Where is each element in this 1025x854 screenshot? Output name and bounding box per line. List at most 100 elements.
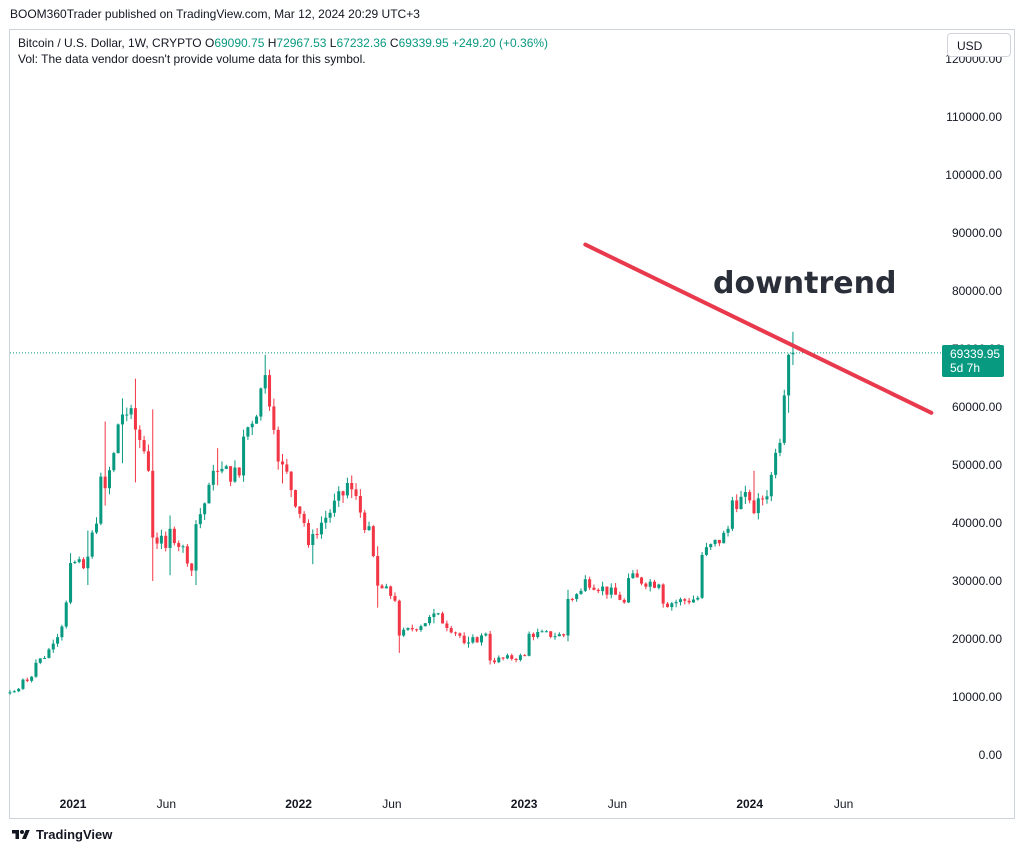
candle-body <box>423 623 427 627</box>
candle-body <box>168 528 172 548</box>
candle-body <box>289 471 293 491</box>
time-tick-label: 2023 <box>511 797 538 811</box>
time-tick-label: 2021 <box>60 797 87 811</box>
candle-body <box>678 599 682 603</box>
candle-body <box>471 637 475 643</box>
candle-body <box>614 587 618 595</box>
change-value: +249.20 (+0.36%) <box>451 36 549 50</box>
candle-body <box>116 424 120 454</box>
candle-body <box>60 626 64 638</box>
candle-body <box>730 500 734 529</box>
candle-body <box>782 395 786 443</box>
candle-body <box>743 492 747 497</box>
candle-body <box>229 466 233 482</box>
candle-body <box>761 498 765 500</box>
candle-body <box>302 513 306 523</box>
time-tick-label: Jun <box>834 797 853 811</box>
candle-body <box>255 416 259 424</box>
candle-body <box>298 506 302 514</box>
candle-body <box>683 599 687 601</box>
candle-body <box>276 429 280 462</box>
brand-name: TradingView <box>36 827 113 842</box>
time-tick-label: Jun <box>382 797 401 811</box>
candle-body <box>484 633 488 636</box>
candle-body <box>328 512 332 518</box>
candle-body <box>544 631 548 633</box>
candle-body <box>445 623 449 628</box>
candle-body <box>492 660 496 663</box>
candle-body <box>164 535 168 548</box>
candle-body <box>363 512 367 530</box>
volume-note: Vol: The data vendor doesn't provide vol… <box>18 52 366 66</box>
candle-body <box>69 563 73 603</box>
candle-body <box>523 655 527 657</box>
price-tick-label: 80000.00 <box>952 284 1002 298</box>
currency-button[interactable]: USD <box>947 33 1011 57</box>
candle-body <box>107 470 112 489</box>
candle-body <box>575 594 579 600</box>
candle-body <box>726 528 730 533</box>
candle-body <box>709 544 713 548</box>
candle-body <box>462 635 466 644</box>
symbol-name[interactable]: Bitcoin / U.S. Dollar, 1W, CRYPTO <box>18 36 202 50</box>
candle-body <box>142 440 146 452</box>
candle-body <box>458 633 462 636</box>
candle-body <box>752 500 756 514</box>
candle-body <box>224 466 228 469</box>
candle-body <box>618 594 622 600</box>
candle-body <box>51 643 55 650</box>
candle-body <box>441 613 445 624</box>
candle-body <box>367 526 371 530</box>
candle-body <box>34 662 38 677</box>
candle-body <box>557 634 561 637</box>
time-tick-label: 2022 <box>285 797 312 811</box>
candle-body <box>376 556 380 586</box>
candle-body <box>354 489 358 497</box>
candle-body <box>601 586 605 592</box>
candle-body <box>553 636 557 638</box>
candle-body <box>389 586 393 596</box>
candle-body <box>432 613 436 617</box>
candle-body <box>211 470 215 485</box>
candle-body <box>700 554 704 598</box>
downtrend-annotation[interactable]: downtrend <box>713 266 896 301</box>
candle-body <box>748 492 752 501</box>
candle-body <box>739 496 743 509</box>
candle-body <box>735 500 739 509</box>
candle-body <box>237 467 241 476</box>
candle-body <box>406 628 410 630</box>
legend-ohlc-row: Bitcoin / U.S. Dollar, 1W, CRYPTO O69090… <box>18 35 548 51</box>
candle-body <box>393 595 397 601</box>
candle-body <box>691 599 695 603</box>
price-tick-label: 100000.00 <box>945 168 1002 182</box>
price-tick-label: 40000.00 <box>952 516 1002 530</box>
candle-body <box>475 637 479 643</box>
candle-body <box>306 522 310 546</box>
candle-body <box>570 598 574 600</box>
candle-body <box>25 679 29 681</box>
candle-body <box>177 543 181 547</box>
candle-body <box>371 526 375 557</box>
candle-body <box>21 679 25 689</box>
candle-body <box>436 613 440 615</box>
candle-body <box>510 655 514 659</box>
candle-body <box>94 523 99 533</box>
candle-body <box>47 649 51 658</box>
price-tick-label: 10000.00 <box>952 690 1002 704</box>
symbol-legend: Bitcoin / U.S. Dollar, 1W, CRYPTO O69090… <box>18 35 548 67</box>
candle-body <box>449 627 453 633</box>
candle-body <box>30 676 34 681</box>
trendline[interactable] <box>583 242 934 415</box>
open-value: 69090.75 <box>214 36 265 50</box>
candle-body <box>562 634 566 636</box>
candle-body <box>588 579 592 588</box>
candle-body <box>765 496 769 500</box>
candle-body <box>596 589 600 592</box>
low-value: 67232.36 <box>336 36 387 50</box>
candle-body <box>64 602 68 627</box>
candle-body <box>722 532 726 544</box>
footer-brand[interactable]: TradingView <box>10 827 112 842</box>
publisher-line: BOOM360Trader published on TradingView.c… <box>10 7 420 21</box>
candle-body <box>397 600 401 636</box>
